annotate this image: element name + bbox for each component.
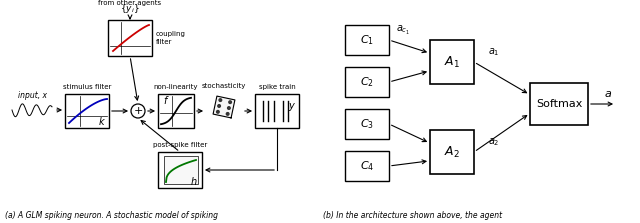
Bar	[430, 40, 474, 84]
Text: $a_{c_1}$: $a_{c_1}$	[396, 24, 410, 37]
Text: coupling
filter: coupling filter	[156, 31, 186, 45]
Text: $A_1$: $A_1$	[444, 54, 460, 70]
Text: non-linearity: non-linearity	[154, 84, 198, 90]
Bar	[345, 25, 389, 55]
Polygon shape	[213, 96, 235, 118]
Text: $C_2$: $C_2$	[360, 75, 374, 89]
Circle shape	[228, 107, 230, 109]
Circle shape	[219, 99, 221, 101]
Bar	[345, 151, 389, 181]
Text: k: k	[98, 117, 104, 127]
Circle shape	[216, 111, 219, 113]
Text: $C_4$: $C_4$	[360, 159, 374, 173]
Text: post-spike filter: post-spike filter	[153, 142, 207, 148]
Text: (b) In the architecture shown above, the agent: (b) In the architecture shown above, the…	[323, 211, 502, 220]
Bar	[65, 94, 109, 128]
Bar	[345, 109, 389, 139]
Text: Softmax: Softmax	[536, 99, 582, 109]
Bar	[164, 156, 198, 184]
Text: $\{y_i\}$: $\{y_i\}$	[120, 2, 140, 15]
Bar	[108, 20, 152, 56]
Text: stochasticity: stochasticity	[202, 83, 246, 89]
Text: $C_3$: $C_3$	[360, 117, 374, 131]
Text: from other agents: from other agents	[99, 0, 161, 6]
Text: h: h	[191, 177, 197, 187]
Bar	[430, 130, 474, 174]
Text: f: f	[163, 96, 166, 106]
Circle shape	[218, 105, 220, 107]
Text: (a) A GLM spiking neuron. A stochastic model of spiking: (a) A GLM spiking neuron. A stochastic m…	[5, 211, 218, 220]
Bar	[345, 67, 389, 97]
Text: $a_1$: $a_1$	[488, 46, 500, 58]
Bar	[255, 94, 299, 128]
Text: $a$: $a$	[604, 89, 612, 99]
Bar	[530, 83, 588, 125]
Bar	[158, 94, 194, 128]
Circle shape	[227, 113, 229, 115]
Text: +: +	[133, 106, 143, 116]
Text: stimulus filter: stimulus filter	[63, 84, 111, 90]
Circle shape	[229, 101, 232, 103]
Text: input, x: input, x	[17, 91, 47, 100]
Bar	[158, 152, 202, 188]
Text: y: y	[288, 101, 294, 111]
Text: spike train: spike train	[259, 84, 296, 90]
Text: $C_1$: $C_1$	[360, 33, 374, 47]
Text: $A_2$: $A_2$	[444, 145, 460, 159]
Text: $a_2$: $a_2$	[488, 136, 500, 148]
